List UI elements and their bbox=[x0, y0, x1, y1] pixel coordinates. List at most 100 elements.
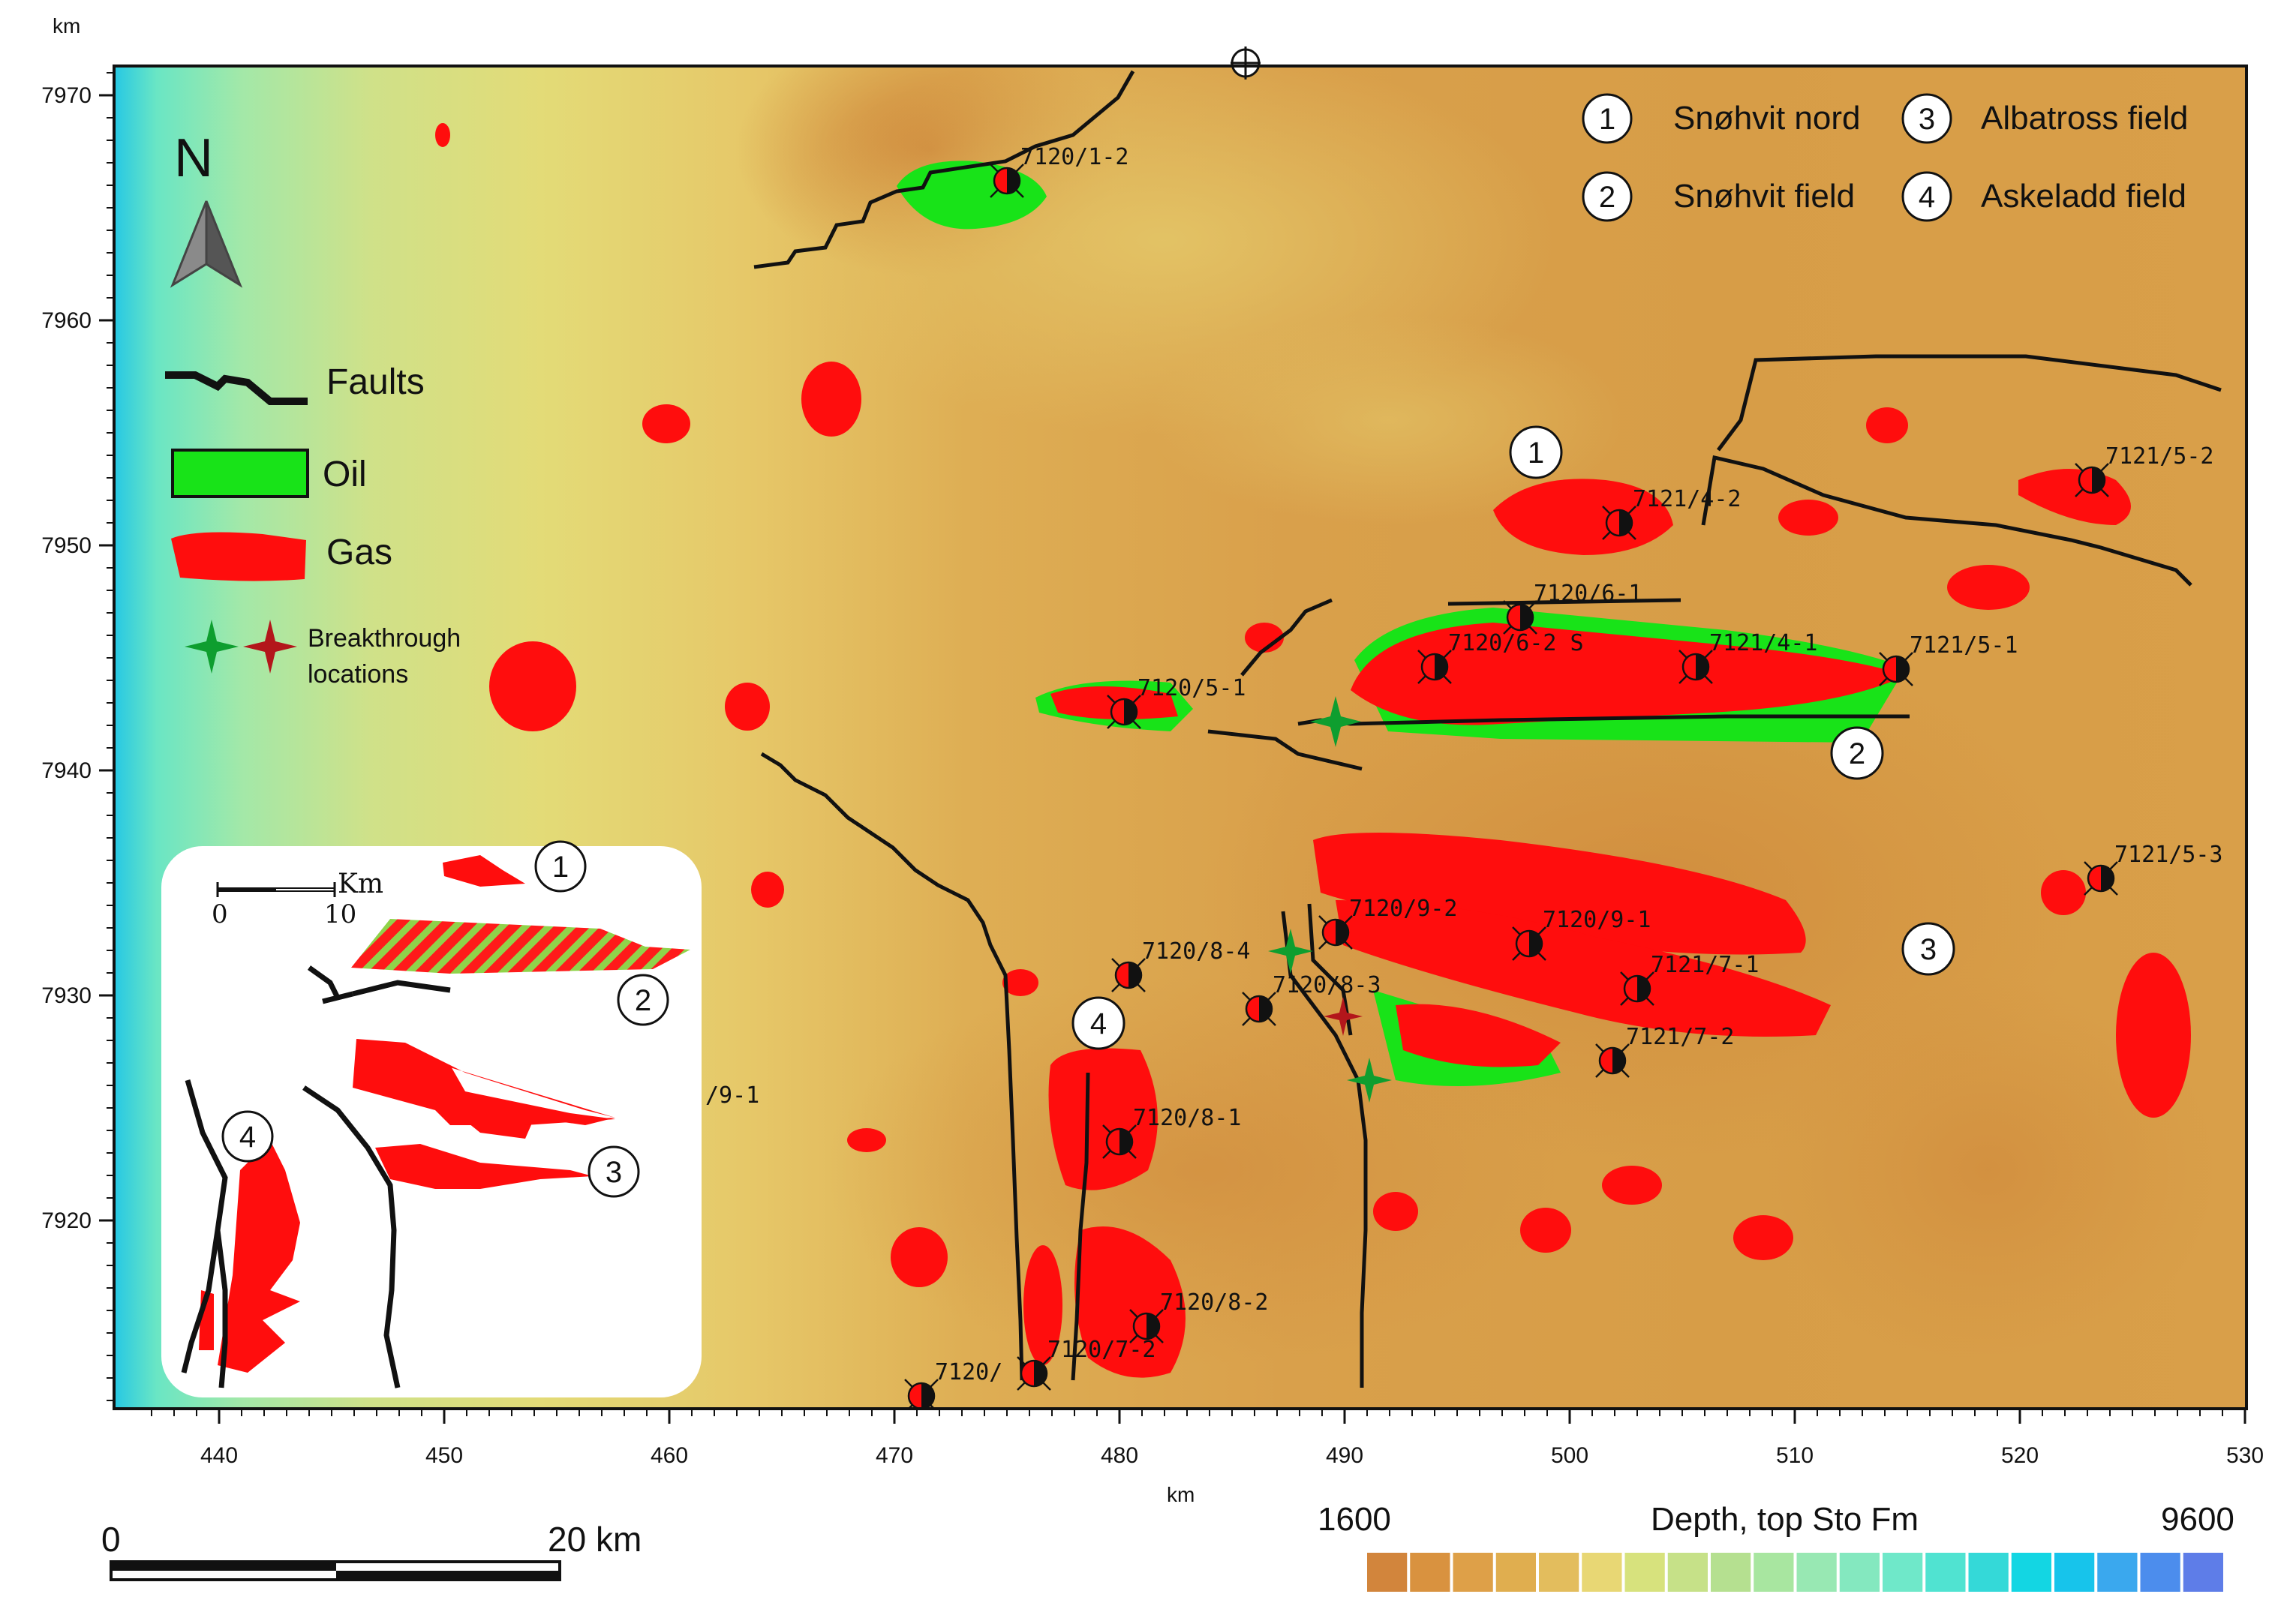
color-bar-swatch bbox=[1624, 1553, 1665, 1592]
well-marker: 7121/7-2 bbox=[1595, 1024, 1735, 1078]
gas-blob bbox=[1002, 969, 1038, 996]
well-label: 7121/5-3 bbox=[2114, 842, 2223, 868]
well-label: 7120/9-2 bbox=[1349, 896, 1458, 922]
color-bar-swatch bbox=[2183, 1553, 2223, 1592]
legend-breakthrough-label-2: locations bbox=[308, 660, 408, 689]
gas-blob bbox=[435, 123, 450, 147]
gas-blob bbox=[642, 404, 690, 443]
well-marker: 7120/6-2 S bbox=[1417, 630, 1584, 684]
well-label: 7121/4-1 bbox=[1709, 630, 1818, 656]
inset-number-1: 1 bbox=[552, 851, 569, 884]
fault bbox=[1447, 598, 1681, 606]
gas-blob bbox=[2041, 870, 2086, 915]
color-bar-swatch bbox=[2011, 1553, 2051, 1592]
gas-blob bbox=[1023, 1245, 1062, 1365]
well-label: 7120/9-1 bbox=[1543, 907, 1651, 933]
gas-askeladd-1 bbox=[1048, 1048, 1158, 1190]
breakthrough-star-green bbox=[1268, 929, 1313, 974]
inset-gas-3c bbox=[375, 1144, 593, 1189]
breakthrough-star-green bbox=[1310, 696, 1361, 747]
field-key-name: Askeladd field bbox=[1981, 178, 2186, 215]
field-key: 1 Snøhvit nord 2 Snøhvit field 3 Albatro… bbox=[1582, 93, 2188, 222]
well-marker: 7121/4-1 bbox=[1678, 630, 1818, 684]
well-marker: 7120/ bbox=[904, 1359, 1002, 1409]
fault bbox=[1717, 354, 2222, 452]
inset-scale-unit: Km bbox=[338, 869, 383, 899]
breakthrough-star-red bbox=[1324, 997, 1363, 1036]
well-marker: 7120/6-1 bbox=[1503, 581, 1642, 635]
scale-bar-start: 0 bbox=[101, 1520, 121, 1559]
legend-breakthrough-label: Breakthrough bbox=[308, 624, 461, 653]
color-bar-swatch bbox=[2140, 1553, 2180, 1592]
gas-blob bbox=[1602, 1166, 1662, 1205]
well-label: 7121/7-1 bbox=[1651, 952, 1760, 978]
color-bar-swatch bbox=[1582, 1553, 1622, 1592]
fault bbox=[1240, 598, 1333, 677]
y-tick-label: 7920 bbox=[41, 1208, 92, 1233]
gas-blob bbox=[2116, 953, 2191, 1118]
scale-bar-end: 20 km bbox=[548, 1520, 642, 1559]
legend-gas-label: Gas bbox=[326, 533, 392, 572]
inset-number-4: 4 bbox=[239, 1121, 256, 1154]
x-tick-label: 520 bbox=[2001, 1443, 2039, 1468]
y-tick-label: 7960 bbox=[41, 308, 92, 333]
color-bar-swatch bbox=[1711, 1553, 1751, 1592]
breakthrough-legend-star-green bbox=[185, 620, 239, 674]
well-label: 7120/8-1 bbox=[1133, 1105, 1242, 1131]
map-marker-1: 1 bbox=[1528, 437, 1544, 470]
well-marker: 7120/9-1 bbox=[1512, 907, 1651, 961]
fault bbox=[1071, 1072, 1090, 1381]
color-bar-swatch bbox=[1925, 1553, 1966, 1592]
gas-blob bbox=[1245, 623, 1284, 653]
gas-albatross-3 bbox=[1396, 1004, 1561, 1067]
x-tick-label: 450 bbox=[425, 1443, 463, 1468]
inset-number-3: 3 bbox=[606, 1156, 622, 1189]
well-marker: 7120/8-1 bbox=[1102, 1105, 1242, 1159]
well-symbol-top bbox=[1231, 47, 1261, 80]
inset-scale-tick-10: 10 bbox=[324, 899, 356, 929]
field-key-item-1: 1 Snøhvit nord bbox=[1582, 93, 1860, 144]
field-key-number: 2 bbox=[1599, 181, 1615, 214]
well-label: 7121/5-2 bbox=[2105, 443, 2214, 470]
scale-bar: 0 20 km bbox=[101, 1520, 642, 1581]
map-marker-4: 4 bbox=[1090, 1007, 1107, 1040]
breakthrough-star-green bbox=[1347, 1058, 1392, 1103]
well-label: 7120/6-2 S bbox=[1448, 630, 1584, 656]
gas-blob bbox=[489, 641, 576, 731]
well-marker: 7120/5-1 bbox=[1107, 675, 1246, 729]
axes: 440 450 460 470 480 490 500 510 520 5307970796079… bbox=[41, 72, 2264, 1468]
gas-blob bbox=[1947, 565, 2030, 610]
y-tick-label: 7970 bbox=[41, 83, 92, 108]
map-marker-2: 2 bbox=[1849, 737, 1865, 770]
color-bar-title: Depth, top Sto Fm bbox=[1651, 1501, 1919, 1538]
color-bar-swatch bbox=[1367, 1553, 1408, 1592]
inset-gas-4 bbox=[218, 1140, 300, 1373]
field-key-item-4: 4 Askeladd field bbox=[1901, 171, 2186, 222]
color-bar-swatch bbox=[1754, 1553, 1794, 1592]
x-tick-label: 530 bbox=[2226, 1443, 2264, 1468]
legend-faults-label: Faults bbox=[326, 362, 425, 402]
field-key-number: 4 bbox=[1919, 181, 1935, 214]
north-label: N bbox=[174, 128, 213, 188]
field-key-item-3: 3 Albatross field bbox=[1901, 93, 2188, 144]
fault bbox=[760, 752, 1024, 1381]
well-label: 7121/5-1 bbox=[1910, 632, 2018, 659]
well-label: 7121/4-2 bbox=[1633, 486, 1742, 512]
well-marker: 7121/7-1 bbox=[1620, 952, 1760, 1006]
color-bar-max: 9600 bbox=[2161, 1501, 2234, 1538]
inset-partial-well-label: /9-1 bbox=[705, 1082, 759, 1109]
gas-blob bbox=[1733, 1215, 1793, 1260]
y-tick-label: 7930 bbox=[41, 983, 92, 1008]
gas-blob bbox=[1520, 1208, 1571, 1253]
color-bar-swatch bbox=[1410, 1553, 1450, 1592]
inset-panel: /9-1 Km 0 10 1 2 3 4 bbox=[161, 840, 759, 1397]
x-axis-unit: km bbox=[1167, 1483, 1195, 1506]
inset-gas-oil-2 bbox=[351, 919, 690, 974]
fault-lines bbox=[753, 70, 2222, 1388]
color-bar-swatch bbox=[1796, 1553, 1837, 1592]
fault bbox=[1207, 729, 1363, 771]
well-marker: 7120/8-3 bbox=[1242, 972, 1381, 1026]
color-bar-swatch bbox=[2097, 1553, 2138, 1592]
y-tick-label: 7940 bbox=[41, 758, 92, 783]
